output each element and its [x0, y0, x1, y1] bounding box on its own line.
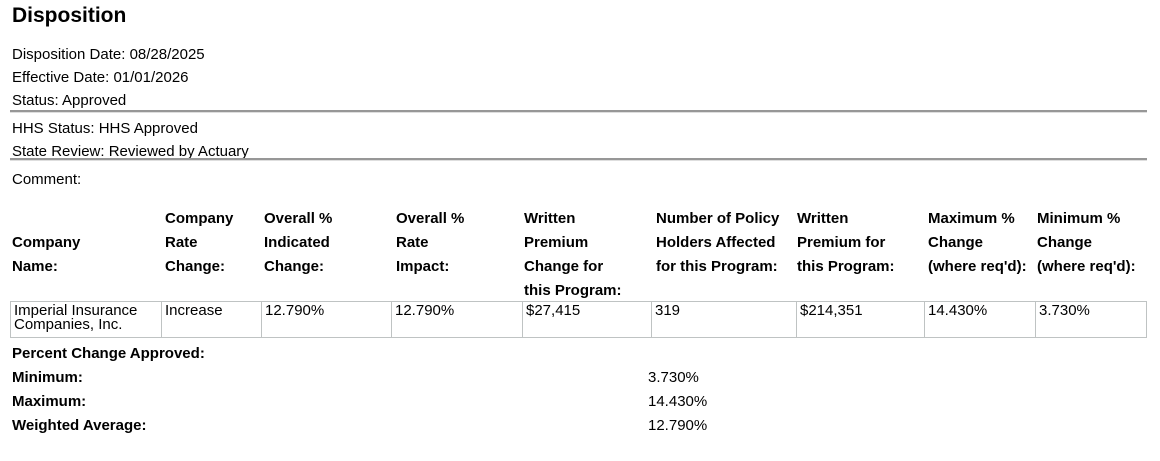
header-overall-rate-impact: Overall % Rate Impact: — [396, 210, 465, 275]
disposition-date-value: 08/28/2025 — [129, 46, 205, 63]
summary-heading: Percent Change Approved: — [12, 345, 205, 362]
status-label: Status: — [12, 92, 59, 109]
summary-minimum-line: Minimum: 3.730% — [0, 369, 1160, 387]
cell-maximum-change: 14.430% — [925, 302, 1036, 337]
divider-rule-bottom — [10, 158, 1147, 160]
header-company-rate-change: Company Rate Change: — [165, 210, 234, 275]
summary-weighted-average-line: Weighted Average: 12.790% — [0, 417, 1160, 435]
cell-policy-holders-affected: 319 — [652, 302, 797, 337]
hhs-status-label: HHS Status: — [12, 120, 95, 137]
state-review-value: Reviewed by Actuary — [108, 143, 249, 160]
header-company-name: Company Name: — [12, 234, 81, 275]
page-title: Disposition — [12, 4, 127, 27]
effective-date-label: Effective Date: — [12, 69, 110, 86]
cell-written-premium-program: $214,351 — [797, 302, 925, 337]
header-written-premium-change: Written Premium Change for this Program: — [524, 210, 622, 299]
summary-weighted-average-value: 12.790% — [648, 417, 708, 434]
effective-date-value: 01/01/2026 — [113, 69, 189, 86]
comment-label: Comment: — [12, 171, 82, 188]
summary-heading-line: Percent Change Approved: — [0, 345, 1160, 363]
disposition-date-label: Disposition Date: — [12, 46, 126, 63]
cell-written-premium-change: $27,415 — [523, 302, 652, 337]
cell-overall-indicated-change: 12.790% — [262, 302, 392, 337]
summary-minimum-value: 3.730% — [648, 369, 699, 386]
cell-minimum-change: 3.730% — [1039, 302, 1090, 319]
status-value: Approved — [62, 92, 127, 109]
hhs-status-line: HHS Status: HHS Approved — [12, 120, 198, 137]
header-minimum-change: Minimum % Change (where req'd): — [1037, 210, 1136, 275]
summary-maximum-value: 14.430% — [648, 393, 708, 410]
hhs-status-value: HHS Approved — [98, 120, 198, 137]
state-review-label: State Review: — [12, 143, 105, 160]
cell-company-name: Imperial Insurance Companies, Inc. — [11, 302, 162, 337]
effective-date-line: Effective Date: 01/01/2026 — [12, 69, 189, 86]
summary-maximum-line: Maximum: 14.430% — [0, 393, 1160, 411]
summary-minimum-label: Minimum: — [12, 369, 83, 386]
cell-company-rate-change: Increase — [162, 302, 262, 337]
summary-weighted-average-label: Weighted Average: — [12, 417, 147, 434]
table-row: Imperial Insurance Companies, Inc. Incre… — [10, 301, 1147, 338]
state-review-line: State Review: Reviewed by Actuary — [12, 143, 249, 160]
summary-maximum-label: Maximum: — [12, 393, 87, 410]
header-maximum-change: Maximum % Change (where req'd): — [928, 210, 1027, 275]
status-line: Status: Approved — [12, 92, 126, 109]
disposition-date-line: Disposition Date: 08/28/2025 — [12, 46, 205, 63]
cell-overall-rate-impact: 12.790% — [392, 302, 523, 337]
divider-rule-top — [10, 110, 1147, 112]
header-overall-indicated-change: Overall % Indicated Change: — [264, 210, 333, 275]
header-policy-holders-affected: Number of Policy Holders Affected for th… — [656, 210, 780, 275]
header-written-premium-program: Written Premium for this Program: — [797, 210, 895, 275]
